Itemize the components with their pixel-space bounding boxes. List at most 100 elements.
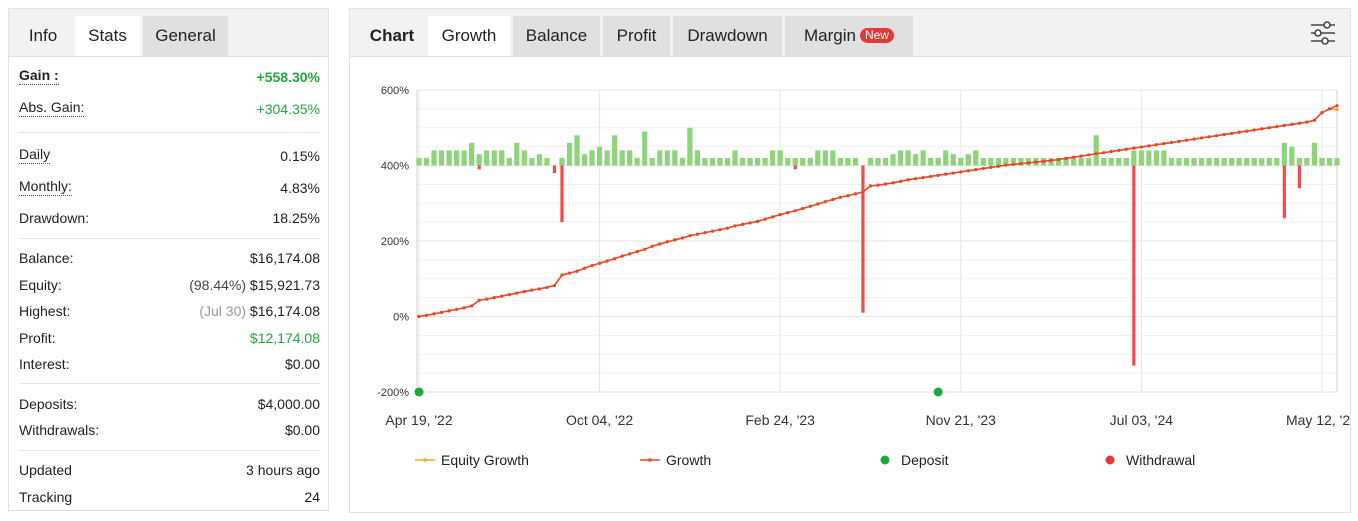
growth-point: [582, 266, 587, 270]
gain-label[interactable]: Gain :: [19, 67, 59, 85]
tab-margin[interactable]: Margin New: [785, 16, 913, 56]
growth-point: [1124, 147, 1128, 151]
positive-bar: [1055, 157, 1062, 166]
positive-bar: [581, 154, 588, 166]
y-tick-label: 600%: [381, 85, 409, 97]
positive-bar: [1289, 146, 1295, 166]
growth-point: [1282, 123, 1286, 128]
positive-bar: [1168, 157, 1175, 166]
tab-stats[interactable]: Stats: [75, 16, 140, 56]
growth-point: [552, 283, 557, 288]
chart-panel: Chart Growth Balance Profit Drawdown Mar…: [349, 8, 1351, 513]
positive-bar: [484, 150, 490, 166]
growth-point: [515, 291, 519, 295]
positive-bar: [1146, 150, 1152, 166]
tracking-row: Tracking 24: [19, 486, 320, 508]
updated-value: 3 hours ago: [246, 462, 320, 478]
tracking-value: 24: [304, 489, 320, 505]
equity-growth-line: [418, 108, 1338, 318]
positive-bar: [438, 150, 445, 166]
tab-growth[interactable]: Growth: [428, 16, 510, 56]
positive-bar: [423, 157, 430, 166]
positive-bar: [958, 157, 964, 166]
positive-bar: [612, 135, 618, 166]
highest-value-wrap: (Jul 30) $16,174.08: [199, 300, 320, 322]
monthly-label[interactable]: Monthly:: [19, 178, 72, 196]
positive-bar: [521, 150, 527, 166]
positive-bar: [1018, 157, 1024, 166]
positive-bar: [1003, 157, 1009, 166]
positive-bar: [1334, 157, 1340, 166]
positive-bar: [431, 150, 437, 166]
positive-bar: [732, 150, 738, 166]
tracking-label: Tracking: [19, 489, 73, 505]
tab-info[interactable]: Info: [13, 16, 73, 56]
balance-label: Balance:: [19, 250, 74, 266]
sliders-icon[interactable]: [1310, 20, 1336, 46]
positive-bar: [1108, 157, 1114, 166]
x-tick-label: Nov 21, '23: [926, 412, 997, 428]
positive-bar: [852, 157, 859, 166]
positive-bar: [1296, 157, 1302, 166]
positive-bar: [777, 150, 783, 166]
positive-bar: [446, 150, 452, 166]
positive-bar: [1251, 157, 1257, 166]
growth-point: [756, 219, 760, 223]
equity-value: $15,921.73: [249, 277, 320, 293]
positive-bar: [928, 157, 934, 166]
positive-bar: [717, 157, 723, 166]
equity-percent: (98.44%): [189, 277, 247, 293]
divider: [19, 132, 320, 133]
daily-label[interactable]: Daily: [19, 146, 51, 164]
abs-gain-label[interactable]: Abs. Gain:: [19, 99, 85, 117]
growth-point: [748, 221, 752, 225]
positive-bar: [747, 157, 753, 166]
profit-row: Profit: $12,174.08: [19, 327, 320, 349]
positive-bar: [1063, 157, 1069, 166]
tab-general[interactable]: General: [143, 16, 228, 56]
withdrawals-label: Withdrawals:: [19, 422, 100, 438]
growth-point: [1079, 154, 1083, 158]
stats-panel: Info Stats General Gain : +558.30% Abs. …: [8, 8, 329, 511]
x-tick-label: Jul 03, '24: [1110, 412, 1174, 428]
positive-bar: [709, 157, 716, 166]
tab-chart[interactable]: Chart: [358, 16, 426, 56]
positive-bar: [642, 131, 648, 166]
stats-tabs: Info Stats General: [9, 9, 328, 57]
tab-profit[interactable]: Profit: [603, 16, 670, 56]
y-axis: -200% 0% 200% 400% 600%: [377, 85, 409, 399]
positive-bar: [1311, 142, 1318, 166]
growth-point: [1192, 137, 1196, 141]
positive-bar: [544, 157, 550, 166]
growth-point: [688, 234, 692, 238]
growth-point: [710, 229, 715, 233]
negative-bar: [861, 165, 865, 313]
positive-bar: [499, 150, 505, 166]
deposit-marker: [933, 387, 943, 397]
tab-balance[interactable]: Balance: [513, 16, 600, 56]
positive-bar: [1326, 157, 1333, 166]
growth-point: [951, 171, 955, 175]
growth-point: [1162, 142, 1166, 146]
growth-chart: -200% 0% 200% 400% 600% Apr 19, '22 Oct 04, '…: [377, 85, 1350, 468]
positive-bar: [770, 150, 776, 166]
positive-bar: [755, 157, 761, 166]
positive-bar: [1176, 157, 1182, 166]
highest-value: $16,174.08: [249, 303, 320, 319]
drawdown-value: 18.25%: [272, 210, 320, 226]
growth-point: [974, 168, 978, 172]
growth-point: [771, 215, 775, 219]
x-tick-label: Apr 19, '22: [385, 412, 452, 428]
withdrawals-row: Withdrawals: $0.00: [19, 419, 320, 441]
tab-drawdown[interactable]: Drawdown: [673, 16, 782, 56]
growth-point: [733, 224, 737, 228]
growth-point: [868, 184, 873, 188]
interest-value: $0.00: [284, 356, 320, 372]
positive-bar: [574, 135, 580, 166]
growth-point: [680, 236, 684, 240]
growth-point: [567, 271, 572, 275]
negative-bar: [1282, 165, 1286, 219]
positive-bar: [867, 157, 874, 166]
positive-bar: [800, 157, 806, 166]
positive-bar: [995, 157, 1001, 166]
